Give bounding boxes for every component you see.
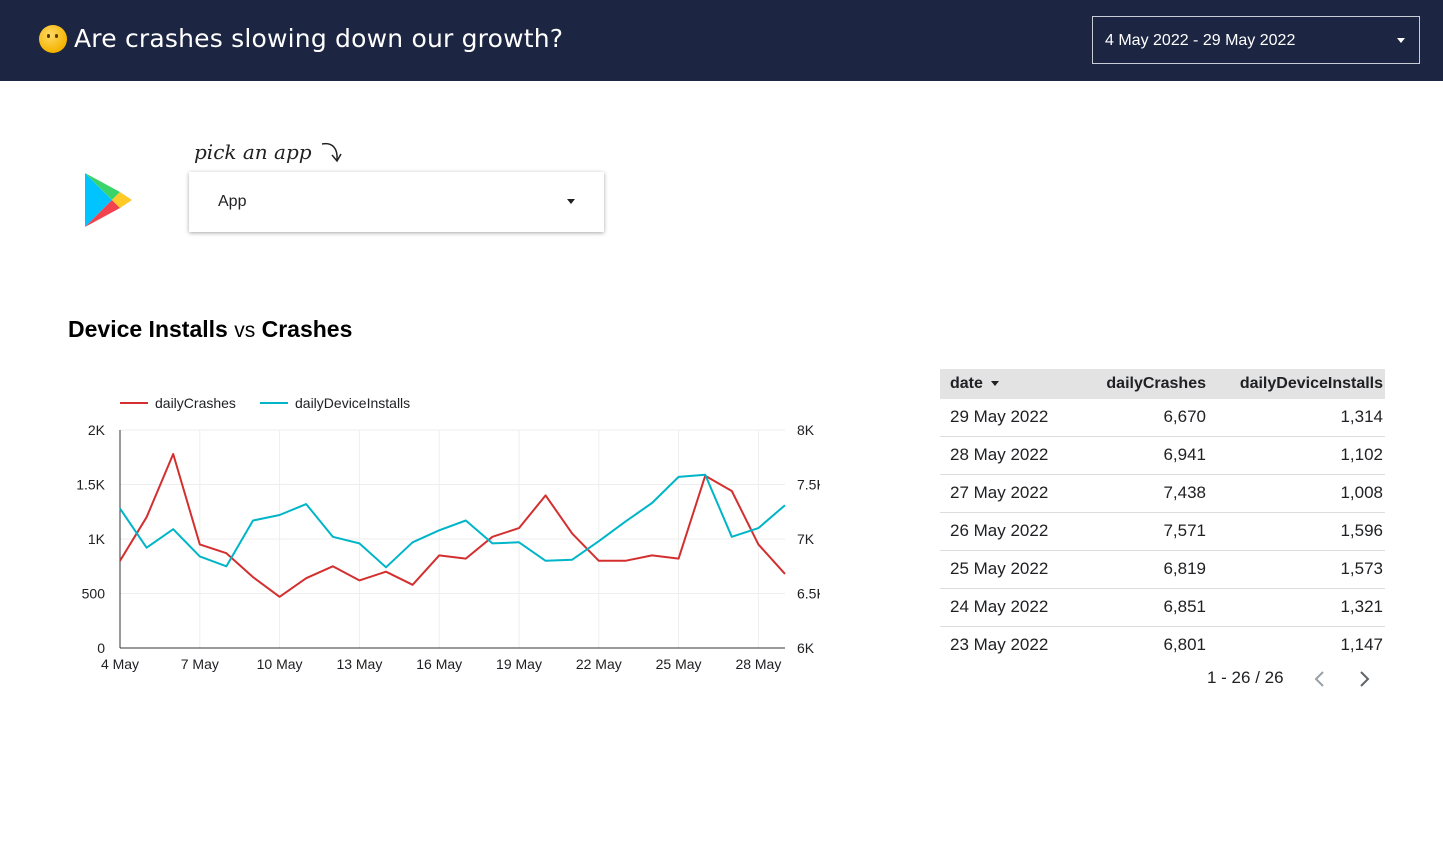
cell-date: 26 May 2022 <box>950 521 1049 540</box>
chart-title-installs: Device Installs <box>68 316 228 342</box>
chart-title: Device Installs vs Crashes <box>68 316 352 343</box>
column-header-daily-crashes[interactable]: dailyCrashes <box>1106 375 1206 392</box>
cell-daily-crashes: 6,851 <box>1163 597 1206 616</box>
table-row: 28 May 2022 6,941 1,102 <box>940 437 1385 475</box>
chart-title-crashes: Crashes <box>261 316 353 342</box>
x-tick-label: 22 May <box>576 656 622 672</box>
column-header-label: date <box>950 375 983 392</box>
cell-date: 27 May 2022 <box>950 483 1049 502</box>
sort-descending-icon <box>990 381 999 387</box>
x-tick-label: 25 May <box>656 656 702 672</box>
cell-daily-crashes: 6,801 <box>1163 635 1206 654</box>
cell-daily-crashes: 6,670 <box>1163 407 1206 426</box>
table-row: 23 May 2022 6,801 1,147 <box>940 627 1385 665</box>
chevron-left-icon[interactable] <box>1310 669 1330 689</box>
legend-label: dailyCrashes <box>155 395 236 411</box>
table-header: date dailyCrashes dailyDeviceInstalls <box>940 369 1385 399</box>
y-right-tick-label: 6K <box>797 640 815 656</box>
installs-vs-crashes-chart: 0 500 1K 1.5K 2K 6K 6.5K 7K 7.5K 8K 4 May 7 May 10 M… <box>76 395 820 672</box>
cell-date: 28 May 2022 <box>950 445 1049 464</box>
x-tick-label: 28 May <box>735 656 781 672</box>
table-row: 24 May 2022 6,851 1,321 <box>940 589 1385 627</box>
cell-daily-crashes: 7,438 <box>1163 483 1206 502</box>
cell-daily-device-installs: 1,008 <box>1340 483 1383 502</box>
y-left-tick-label: 1K <box>88 531 106 547</box>
table-row: 27 May 2022 7,438 1,008 <box>940 475 1385 513</box>
chevron-down-icon <box>567 199 575 204</box>
cell-date: 25 May 2022 <box>950 559 1049 578</box>
pick-an-app-hint: pick an app <box>194 140 312 164</box>
cell-daily-device-installs: 1,573 <box>1340 559 1383 578</box>
cell-daily-device-installs: 1,102 <box>1340 445 1383 464</box>
column-header-date[interactable]: date <box>950 375 999 393</box>
x-tick-label: 13 May <box>336 656 382 672</box>
y-left-tick-label: 500 <box>82 586 106 602</box>
cell-daily-device-installs: 1,321 <box>1340 597 1383 616</box>
x-tick-label: 16 May <box>416 656 462 672</box>
legend-label: dailyDeviceInstalls <box>295 395 410 411</box>
chart-title-vs: vs <box>234 319 256 342</box>
x-tick-label: 4 May <box>101 656 139 672</box>
table-body: 29 May 2022 6,670 1,314 28 May 2022 6,941 1,1… <box>940 399 1385 665</box>
app-select-value: App <box>218 193 247 210</box>
header-bar: Are crashes slowing down our growth? 4 M… <box>0 0 1443 81</box>
y-left-tick-label: 0 <box>97 640 105 656</box>
google-play-icon <box>85 173 132 227</box>
y-right-tick-label: 8K <box>797 422 815 438</box>
table-row: 29 May 2022 6,670 1,314 <box>940 399 1385 437</box>
y-left-tick-label: 2K <box>88 422 106 438</box>
x-tick-label: 7 May <box>181 656 219 672</box>
chevron-right-icon[interactable] <box>1354 669 1374 689</box>
column-header-daily-device-installs[interactable]: dailyDeviceInstalls <box>1239 375 1383 392</box>
cell-daily-device-installs: 1,314 <box>1340 407 1383 426</box>
date-range-picker[interactable]: 4 May 2022 - 29 May 2022 <box>1092 16 1420 64</box>
cell-daily-device-installs: 1,147 <box>1340 635 1383 654</box>
app-select-dropdown[interactable]: App <box>189 172 604 232</box>
cell-date: 23 May 2022 <box>950 635 1049 654</box>
table-row: 26 May 2022 7,571 1,596 <box>940 513 1385 551</box>
cell-date: 24 May 2022 <box>950 597 1049 616</box>
x-tick-label: 10 May <box>257 656 303 672</box>
cell-daily-crashes: 6,941 <box>1163 445 1206 464</box>
chevron-down-icon <box>1397 38 1405 43</box>
y-right-tick-label: 7.5K <box>797 477 820 493</box>
cell-daily-crashes: 6,819 <box>1163 559 1206 578</box>
data-table: date dailyCrashes dailyDeviceInstalls 29… <box>940 369 1385 665</box>
table-row: 25 May 2022 6,819 1,573 <box>940 551 1385 589</box>
page-title: Are crashes slowing down our growth? <box>74 24 564 53</box>
cell-daily-crashes: 7,571 <box>1163 521 1206 540</box>
thinking-face-icon <box>39 25 67 53</box>
y-right-tick-label: 7K <box>797 531 815 547</box>
cell-daily-device-installs: 1,596 <box>1340 521 1383 540</box>
cell-date: 29 May 2022 <box>950 407 1049 426</box>
x-tick-label: 19 May <box>496 656 542 672</box>
series-line-dailyDeviceInstalls <box>119 473 786 569</box>
y-right-tick-label: 6.5K <box>797 586 820 602</box>
date-range-value: 4 May 2022 - 29 May 2022 <box>1105 32 1296 49</box>
curved-arrow-icon <box>321 142 342 163</box>
pagination-label: 1 - 26 / 26 <box>1207 668 1284 687</box>
y-left-tick-label: 1.5K <box>76 477 105 493</box>
